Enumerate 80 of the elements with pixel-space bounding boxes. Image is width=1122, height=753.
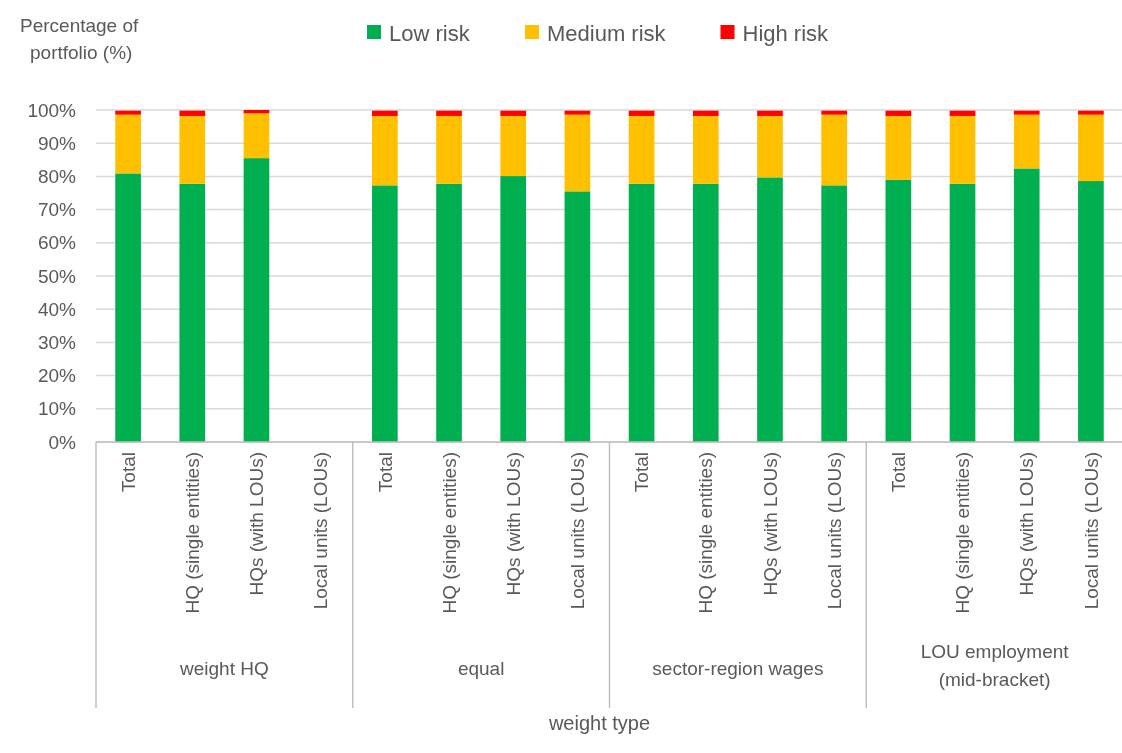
bar	[500, 110, 527, 116]
bar	[757, 115, 783, 178]
bar	[243, 158, 270, 442]
bar	[179, 183, 206, 442]
y-tick-label: 90%	[37, 132, 77, 154]
y-tick-label: 100%	[27, 99, 77, 121]
x-tick-label: HQs (with LOUs)	[759, 452, 781, 596]
bar	[628, 183, 655, 442]
bar	[436, 110, 462, 116]
bar	[436, 115, 462, 184]
bar	[372, 115, 398, 186]
y-tick-label: 30%	[37, 332, 77, 354]
bar	[564, 114, 591, 192]
bar	[949, 110, 976, 116]
x-tick-label: HQ (single entities)	[952, 452, 974, 614]
bar	[692, 110, 719, 116]
bar	[372, 185, 398, 442]
bar	[949, 183, 976, 442]
y-tick-label: 0%	[48, 431, 77, 453]
y-tick-label: 60%	[37, 232, 77, 254]
x-tick-label: HQ (single entities)	[438, 452, 460, 614]
bar	[885, 115, 912, 180]
x-tick-label: Local units (LOUs)	[1080, 452, 1102, 610]
y-tick-label: 10%	[37, 398, 77, 420]
bar	[1013, 110, 1040, 115]
bar	[885, 179, 912, 442]
bar	[885, 110, 912, 116]
bar	[564, 191, 591, 442]
bar	[1078, 110, 1104, 115]
x-tick-label: Total	[374, 452, 396, 493]
text: LOU employment (mid-bracket)	[920, 641, 1070, 690]
bar	[757, 110, 783, 116]
bar	[500, 176, 527, 442]
bar	[1013, 114, 1040, 169]
x-tick-label: HQs (with LOUs)	[1016, 452, 1038, 596]
x-tick-label: HQ (single entities)	[695, 452, 717, 614]
x-tick-label: HQs (with LOUs)	[502, 452, 524, 596]
y-tick-label: 40%	[37, 298, 77, 320]
text: weight HQ	[179, 658, 269, 679]
bar	[115, 173, 141, 442]
bar	[436, 183, 462, 442]
legend-label: Medium risk	[547, 20, 667, 46]
text: equal	[457, 658, 505, 679]
bar	[179, 110, 206, 116]
bar	[949, 115, 976, 184]
bar	[500, 115, 527, 177]
legend-label: Low risk	[389, 20, 471, 46]
bar	[372, 110, 398, 116]
bar	[115, 110, 141, 115]
bar	[821, 185, 847, 442]
bar	[628, 115, 655, 184]
x-tick-label: Total	[631, 452, 653, 493]
bar	[115, 114, 141, 174]
text: sector-region wages	[652, 658, 824, 679]
y-tick-label: 50%	[37, 265, 77, 287]
bar	[1078, 181, 1104, 442]
bar	[179, 115, 206, 184]
x-tick-label: Total	[117, 452, 139, 493]
y-tick-label: 80%	[37, 166, 77, 188]
bar	[564, 110, 591, 115]
legend-label: High risk	[742, 20, 830, 46]
bar	[692, 183, 719, 442]
bar	[757, 177, 783, 442]
x-tick-label: Local units (LOUs)	[567, 452, 589, 610]
y-tick-label: 70%	[37, 199, 77, 221]
x-tick-label: Local units (LOUs)	[310, 452, 332, 610]
y-axis-title: Percentage of portfolio (%)	[20, 15, 140, 63]
bar	[1078, 114, 1104, 182]
bar	[692, 115, 719, 184]
x-tick-label: HQs (with LOUs)	[246, 452, 268, 596]
bar	[243, 113, 270, 159]
bar	[1013, 168, 1040, 442]
x-axis-title: weight type	[547, 712, 651, 734]
bar	[821, 114, 847, 186]
x-tick-label: HQ (single entities)	[181, 452, 203, 614]
bar	[628, 110, 655, 116]
x-tick-label: Local units (LOUs)	[823, 452, 845, 610]
bar	[821, 110, 847, 115]
x-tick-label: Total	[887, 452, 909, 493]
y-tick-label: 20%	[37, 365, 77, 387]
